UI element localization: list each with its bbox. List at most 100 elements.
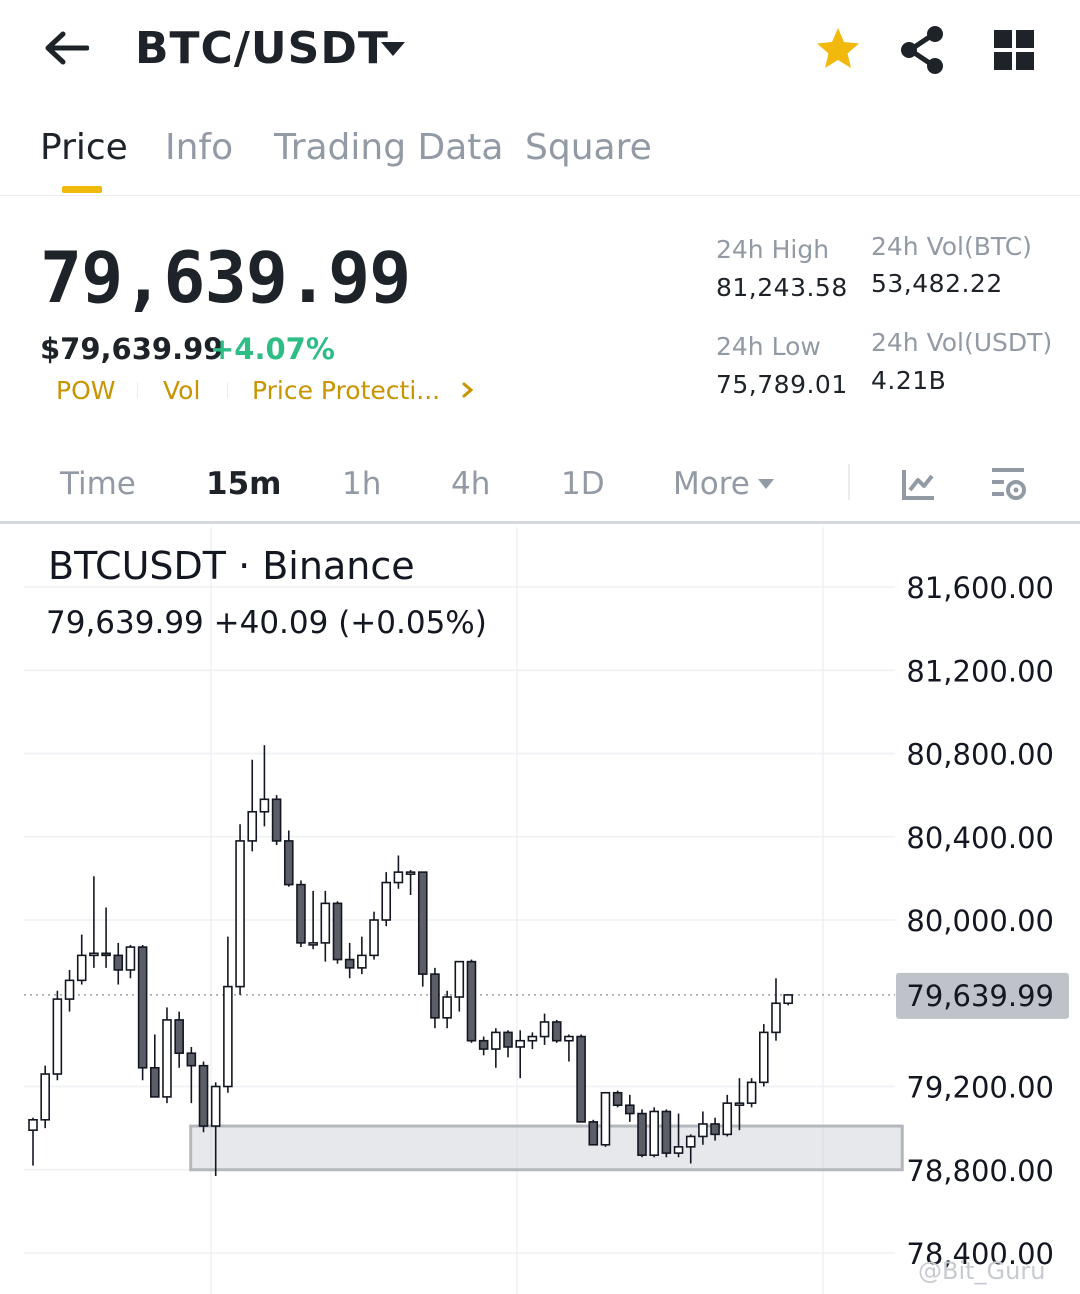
caret-down-icon[interactable]	[757, 478, 775, 490]
timeframe-4h[interactable]: 4h	[451, 466, 491, 502]
tab-trading-data[interactable]: Trading Data	[274, 127, 504, 168]
candle-body-up	[247, 810, 258, 842]
candle-body-down	[430, 973, 440, 1019]
candle-body-up	[491, 1031, 501, 1050]
candle-body-up	[210, 1085, 221, 1127]
share-icon	[901, 26, 943, 74]
timeframe-1d[interactable]: 1D	[561, 466, 605, 502]
tag-vol[interactable]: Vol	[163, 376, 201, 405]
timeframe-divider	[848, 464, 850, 500]
last-price: 79,639.99	[40, 237, 411, 319]
stat-low-value: 75,789.01	[716, 370, 848, 399]
usd-price: $79,639.99	[40, 332, 224, 366]
tag-divider	[137, 382, 138, 398]
chevron-right-icon[interactable]	[460, 376, 476, 404]
candle-body-up	[393, 871, 404, 884]
candle-body-down	[661, 1110, 672, 1154]
caret-down-icon[interactable]	[380, 40, 406, 58]
candle-body-up	[685, 1135, 696, 1148]
top-bar: BTC/USDT	[0, 0, 1080, 100]
support-zone	[189, 1124, 904, 1172]
candle-body-up	[649, 1110, 659, 1156]
candle-body-up	[357, 954, 367, 969]
candle-body-up	[125, 946, 136, 971]
candle-body-up	[722, 1102, 733, 1136]
y-axis-tick-label: 80,800.00	[906, 738, 1054, 772]
y-axis-tick-label: 80,000.00	[906, 904, 1054, 938]
candle-body-down	[466, 960, 477, 1042]
tag-pow[interactable]: POW	[56, 376, 116, 405]
candle-body-down	[503, 1031, 513, 1048]
candle-body-down	[417, 871, 428, 975]
candle-body-up	[381, 881, 392, 921]
candle-body-up	[162, 1019, 172, 1098]
tab-square[interactable]: Square	[525, 127, 652, 168]
chart-settings-icon[interactable]	[988, 462, 1028, 506]
y-axis-tick-label: 81,600.00	[906, 571, 1054, 605]
candle-body-down	[612, 1091, 623, 1107]
chart-title: BTCUSDT · Binance	[48, 544, 415, 588]
candle-body-down	[576, 1035, 586, 1123]
candle-body-down	[637, 1112, 647, 1156]
candle-body-up	[600, 1091, 611, 1146]
candle-body-up	[771, 1002, 781, 1034]
tab-price[interactable]: Price	[40, 127, 128, 168]
candle-body-up	[28, 1118, 38, 1132]
candle-body-down	[283, 840, 294, 886]
tag-divider	[227, 382, 228, 398]
candle-body-up	[783, 994, 793, 1005]
timeframe-15m[interactable]: 15m	[206, 466, 282, 502]
candle-body-up	[442, 996, 452, 1019]
tag-price-protection[interactable]: Price Protecti...	[252, 376, 441, 405]
tab-info[interactable]: Info	[165, 127, 234, 168]
back-arrow-icon	[45, 31, 89, 65]
active-tab-indicator	[62, 186, 102, 193]
y-axis-tick-label: 78,400.00	[906, 1237, 1054, 1271]
star-icon	[817, 28, 859, 68]
timeframe-more[interactable]: More	[673, 466, 750, 502]
y-axis-tick-label: 80,400.00	[906, 821, 1054, 855]
candle-body-up	[76, 954, 87, 982]
candle-body-up	[527, 1035, 538, 1042]
share-button[interactable]	[898, 24, 946, 76]
candle-body-down	[296, 883, 306, 944]
candle-body-up	[564, 1035, 574, 1042]
candle-body-down	[137, 946, 148, 1069]
candle-body-down	[478, 1039, 489, 1050]
candle-body-up	[539, 1021, 550, 1038]
favorite-button[interactable]	[812, 24, 864, 76]
change-percent: +4.07%	[210, 332, 335, 366]
candle-body-up	[320, 902, 331, 944]
candle-body-up	[259, 798, 270, 813]
candle-body-up	[40, 1073, 50, 1121]
stat-high-value: 81,243.58	[716, 273, 848, 302]
watermark: @Bit_Guru	[918, 1257, 1046, 1285]
back-button[interactable]	[40, 24, 92, 72]
pair-title[interactable]: BTC/USDT	[135, 23, 389, 74]
candle-body-up	[405, 871, 416, 875]
price-chart[interactable]: 81,600.00 81,200.00 80,800.00 80,400.00 80,0…	[0, 527, 1080, 1294]
candle-body-up	[89, 952, 99, 957]
indicator-icon[interactable]	[898, 462, 938, 506]
tab-bar: Price Info Trading Data Square	[0, 110, 1080, 196]
candle-body-up	[698, 1123, 708, 1138]
more-button[interactable]	[990, 26, 1038, 74]
stat-vol-btc-value: 53,482.22	[871, 269, 1003, 298]
current-price-badge	[896, 972, 1069, 1019]
candle-body-down	[198, 1064, 209, 1127]
candle-body-down	[271, 798, 282, 842]
candle-body-down	[710, 1123, 720, 1136]
y-axis-tick-label: 81,200.00	[906, 654, 1054, 688]
stat-high-label: 24h High	[716, 235, 830, 264]
candle-body-up	[308, 942, 318, 946]
timeframe-1h[interactable]: 1h	[342, 466, 382, 502]
candlestick-chart[interactable]: 81,600.00 81,200.00 80,800.00 80,400.00 80,0…	[0, 527, 1080, 1294]
candle-body-up	[515, 1039, 526, 1048]
candle-body-up	[734, 1102, 745, 1106]
timeframe-bar: Time 15m 1h 4h 1D More	[0, 448, 1080, 524]
candle-body-down	[551, 1021, 562, 1042]
candle-body-up	[746, 1081, 757, 1104]
candle-body-up	[235, 840, 245, 988]
candle-body-down	[113, 954, 124, 971]
timeframe-time[interactable]: Time	[60, 466, 136, 502]
